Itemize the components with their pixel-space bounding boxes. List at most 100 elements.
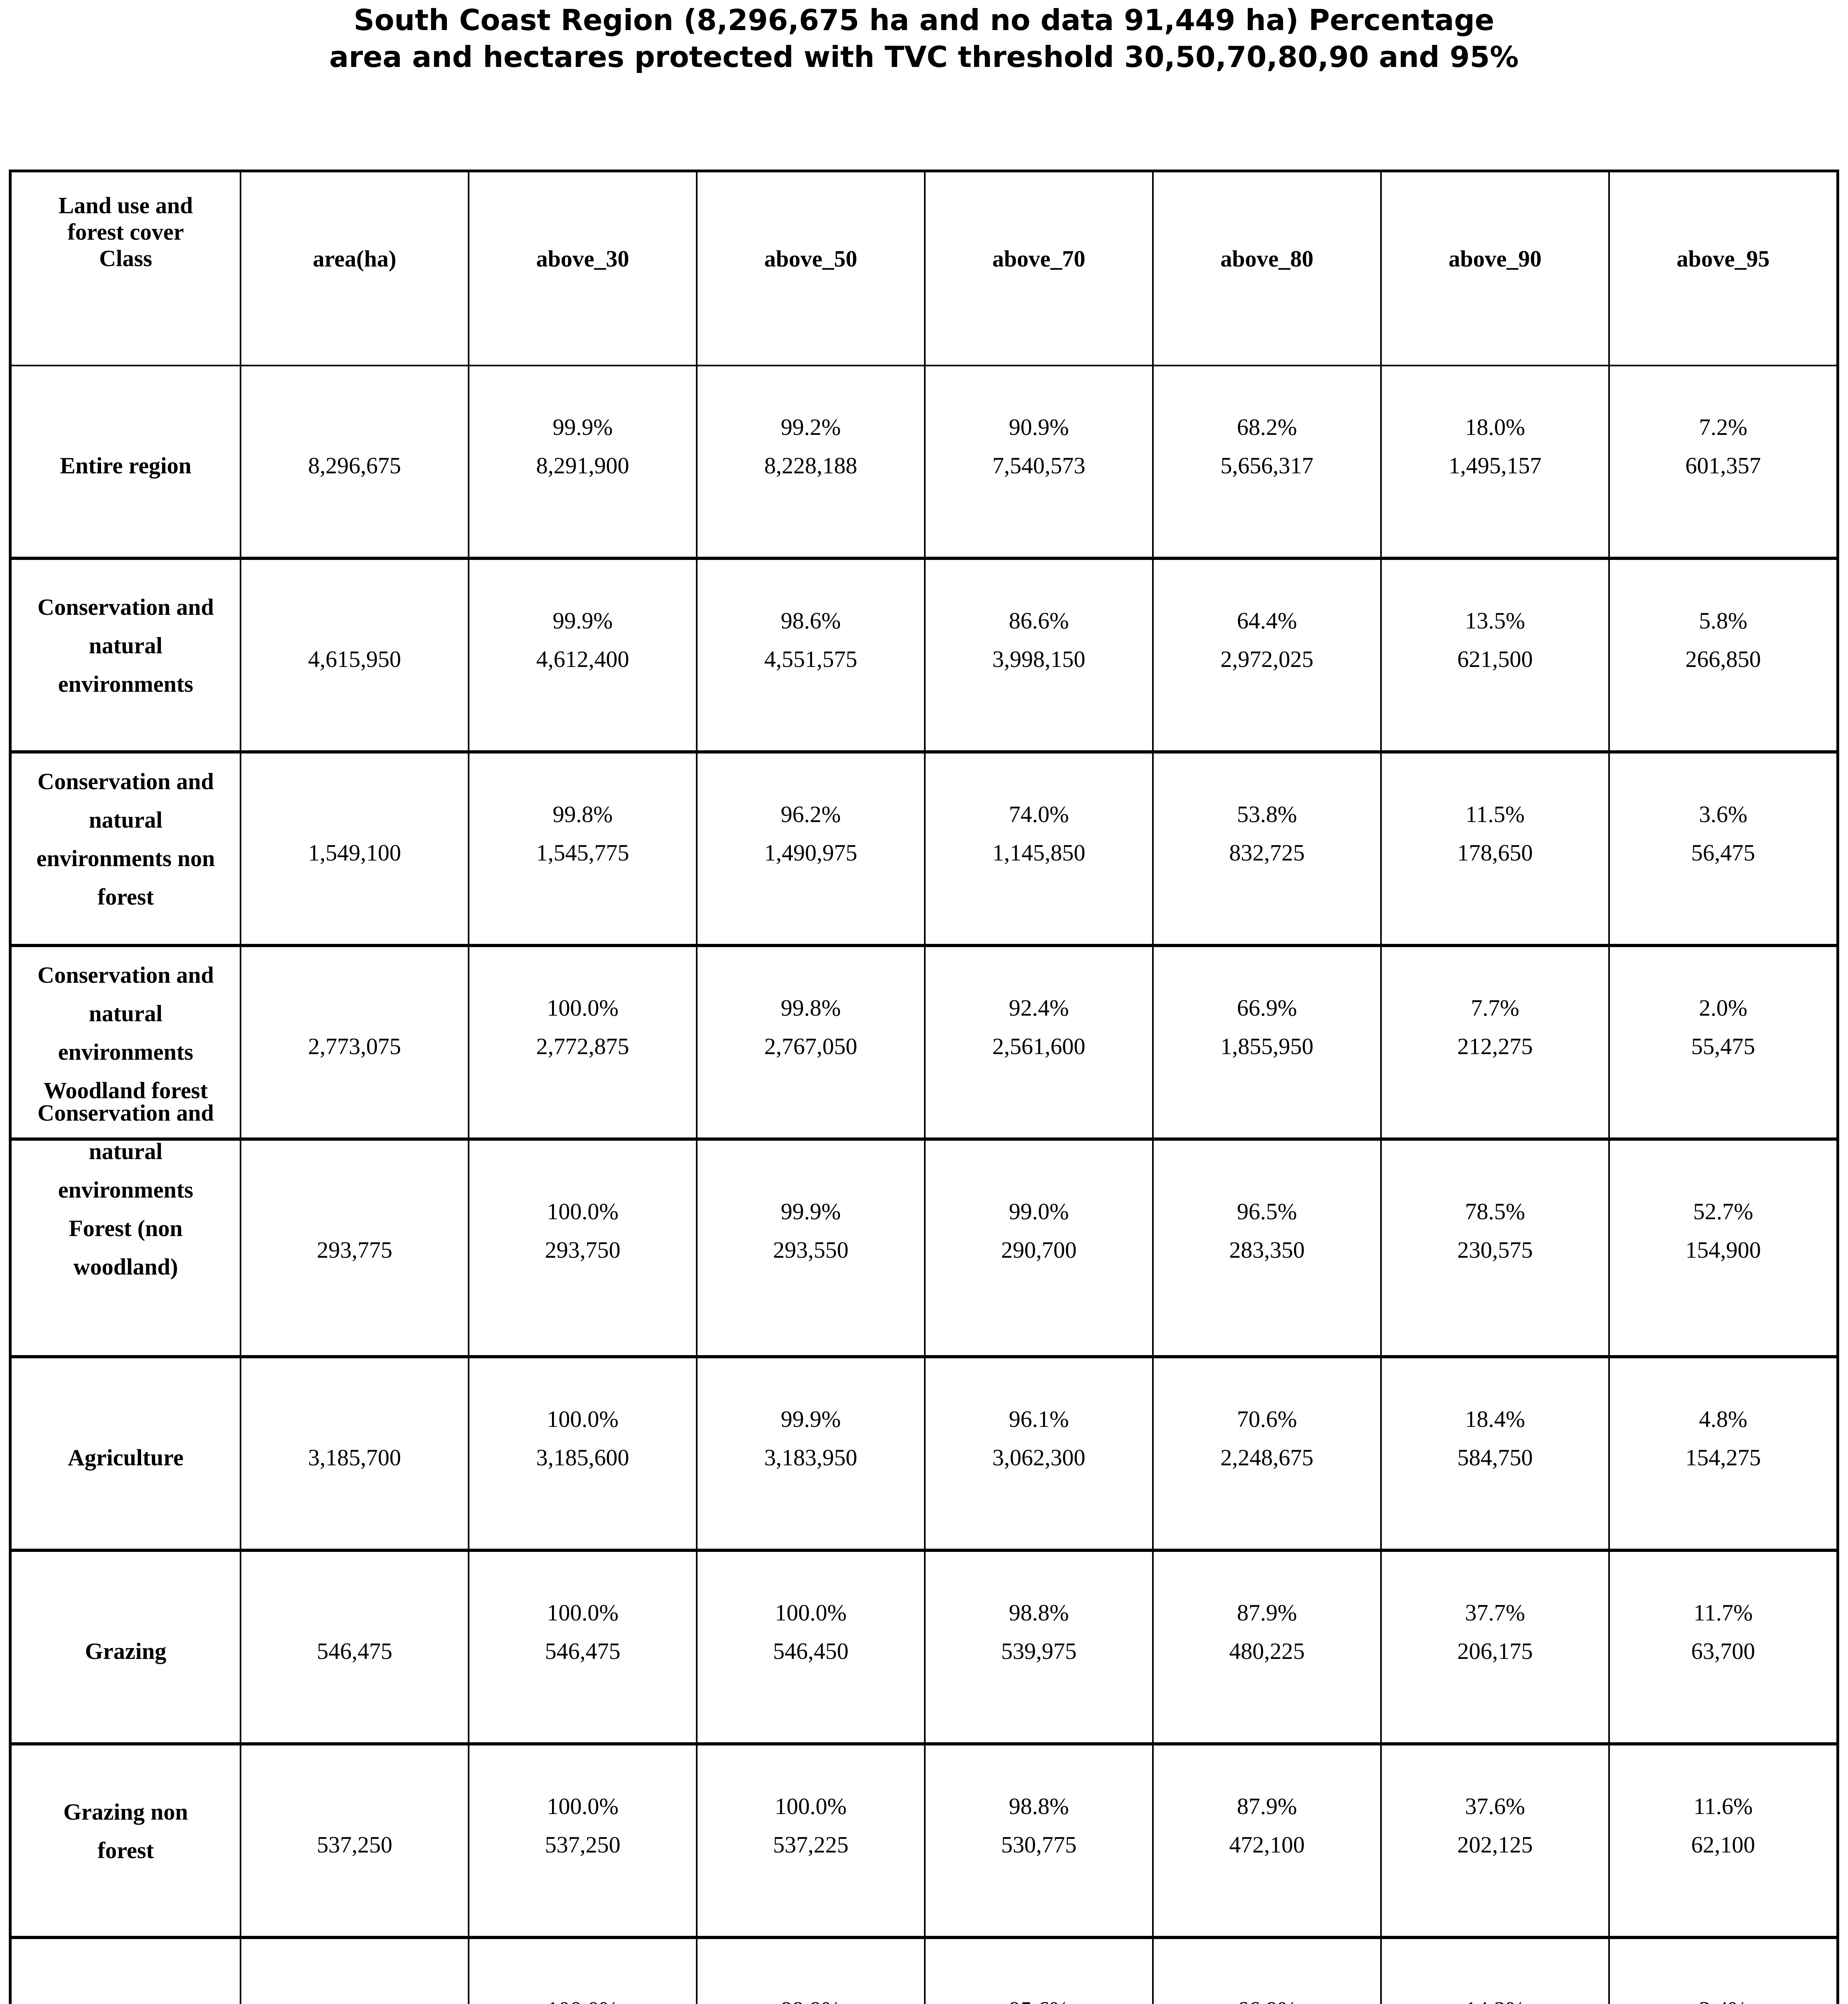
row-label: Conservation and natural environments Fo… xyxy=(37,1100,214,1280)
hectares-value: 4,612,400 xyxy=(536,646,629,672)
hectares-value: 56,475 xyxy=(1691,839,1755,866)
pct-value-block: 3.6% 56,475 xyxy=(1610,795,1836,872)
percent-value: 13.5% xyxy=(1465,607,1525,634)
threshold-cell: 99.8% 2,767,050 xyxy=(696,947,924,1137)
hectares-value: 4,551,575 xyxy=(764,646,857,672)
pct-value-block: 11.5% 178,650 xyxy=(1382,795,1608,872)
pct-value-block: 74.0% 1,145,850 xyxy=(926,795,1152,872)
pct-value-block: 100.0% 537,225 xyxy=(698,1787,924,1864)
table-row-1: Entire region 8,296,675 99.9% 8,291,900 99.2… xyxy=(12,366,1836,557)
pct-value-block: 14.2%374,200 xyxy=(1382,1991,1608,2004)
hectares-value: 2,972,025 xyxy=(1220,646,1314,672)
pct-value-block: 7.7% 212,275 xyxy=(1382,989,1608,1066)
threshold-cell: 100.0% 546,475 xyxy=(468,1552,696,1742)
row-label: Grazing xyxy=(85,1638,166,1664)
percent-value: 4.8% xyxy=(1699,1406,1747,1432)
threshold-cell: 99.9%2,627,125 xyxy=(696,1939,924,2004)
percent-value: 99.8% xyxy=(552,801,613,827)
title-line-1: South Coast Region (8,296,675 ha and no … xyxy=(354,3,1494,37)
percent-value: 100.0% xyxy=(547,1198,619,1224)
area-cell: 2,773,075 xyxy=(240,947,468,1137)
hectares-value: 530,775 xyxy=(1001,1831,1077,1858)
threshold-cell: 7.2% 601,357 xyxy=(1608,366,1836,557)
percent-value: 100.0% xyxy=(547,1406,619,1432)
row-label: Grazing non forest xyxy=(63,1798,188,1863)
area-value: 546,475 xyxy=(317,1638,392,1664)
table-row-3: Conservation and natural environments no… xyxy=(12,750,1836,944)
pct-value-block: 37.7% 206,175 xyxy=(1382,1594,1608,1671)
pct-value-block: 7.2% 601,357 xyxy=(1610,408,1836,485)
pct-value-block: 2.0% 55,475 xyxy=(1610,989,1836,1066)
pct-value-block: 98.6% 4,551,575 xyxy=(698,602,924,679)
threshold-cell: 52.7% 154,900 xyxy=(1608,1141,1836,1355)
pct-value-block: 100.0% 546,475 xyxy=(469,1594,696,1671)
percent-value: 37.7% xyxy=(1465,1599,1525,1626)
pct-value-block: 4.8% 154,275 xyxy=(1610,1400,1836,1477)
percent-value: 14.2% xyxy=(1382,1991,1608,2004)
hectares-value: 539,975 xyxy=(1001,1638,1077,1664)
pct-value-block: 86.6% 3,998,150 xyxy=(926,602,1152,679)
pct-value-block: 96.2% 1,490,975 xyxy=(698,795,924,872)
hectares-value: 3,185,600 xyxy=(536,1444,629,1471)
hectares-value: 206,175 xyxy=(1457,1638,1533,1664)
threshold-cell: 18.0% 1,495,157 xyxy=(1380,366,1608,557)
hectares-value: 3,062,300 xyxy=(992,1444,1086,1471)
threshold-cell: 90.9% 7,540,573 xyxy=(924,366,1152,557)
pct-value-block: 87.9% 472,100 xyxy=(1154,1787,1380,1864)
pct-value-block: 70.6% 2,248,675 xyxy=(1154,1400,1380,1477)
pct-value-block: 98.8% 530,775 xyxy=(926,1787,1152,1864)
pct-value-block: 99.9% 8,291,900 xyxy=(469,408,696,485)
header-label: area(ha) xyxy=(313,246,396,272)
percent-value: 7.2% xyxy=(1699,414,1747,440)
hectares-value: 546,475 xyxy=(545,1638,621,1664)
row-label-cell: Conservation and natural environments no… xyxy=(12,754,240,944)
row-label: Conservation and natural environments no… xyxy=(36,768,215,910)
pct-value-block: 92.4% 2,561,600 xyxy=(926,989,1152,1066)
percent-value: 96.5% xyxy=(1237,1198,1297,1224)
hectares-value: 230,575 xyxy=(1457,1236,1533,1263)
pct-value-block: 100.0%2,628,750 xyxy=(469,1991,696,2004)
table-row-6: Agriculture 3,185,700 100.0% 3,185,600 99.9%… xyxy=(12,1355,1836,1549)
table-row-7: Grazing 546,475 100.0% 546,475 100.0% 546,450… xyxy=(12,1549,1836,1742)
header-label: above_30 xyxy=(536,246,629,272)
pct-value-block: 66.9%1,758,950 xyxy=(1154,1991,1380,2004)
hectares-value: 2,248,675 xyxy=(1220,1444,1314,1471)
percent-value: 100.0% xyxy=(547,994,619,1021)
hectares-value: 202,125 xyxy=(1457,1831,1533,1858)
threshold-cell: 96.5% 283,350 xyxy=(1152,1141,1380,1355)
percent-value: 98.8% xyxy=(1009,1599,1069,1626)
percent-value: 90.9% xyxy=(1009,414,1069,440)
header-cell-above-95: above_95 xyxy=(1608,172,1836,365)
pct-value-block: 90.9% 7,540,573 xyxy=(926,408,1152,485)
percent-value: 99.9% xyxy=(780,1406,841,1432)
hectares-value: 5,656,317 xyxy=(1220,452,1314,479)
percent-value: 78.5% xyxy=(1465,1198,1525,1224)
hectares-value: 621,500 xyxy=(1457,646,1533,672)
hectares-value: 1,855,950 xyxy=(1220,1033,1314,1059)
percent-value: 2.0% xyxy=(1699,994,1747,1021)
threshold-cell: 13.5% 621,500 xyxy=(1380,560,1608,750)
header-cell-above-70: above_70 xyxy=(924,172,1152,365)
hectares-value: 7,540,573 xyxy=(992,452,1086,479)
hectares-value: 2,767,050 xyxy=(764,1033,857,1059)
pct-value-block: 99.9% 3,183,950 xyxy=(698,1400,924,1477)
pct-value-block: 100.0% 537,250 xyxy=(469,1787,696,1864)
pct-value-block: 100.0% 2,772,875 xyxy=(469,989,696,1066)
hectares-value: 290,700 xyxy=(1001,1236,1077,1263)
pct-value-block: 96.1% 3,062,300 xyxy=(926,1400,1152,1477)
pct-value-block: 68.2% 5,656,317 xyxy=(1154,408,1380,485)
threshold-cell: 3.4%88,775 xyxy=(1608,1939,1836,2004)
threshold-cell: 99.2% 8,228,188 xyxy=(696,366,924,557)
threshold-cell: 87.9% 472,100 xyxy=(1152,1745,1380,1936)
table-row-5: Conservation and natural environments Fo… xyxy=(12,1100,1836,1355)
percent-value: 3.4% xyxy=(1610,1991,1836,2004)
hectares-value: 283,350 xyxy=(1229,1236,1305,1263)
threshold-cell: 99.0% 290,700 xyxy=(924,1141,1152,1355)
header-cell-above-30: above_30 xyxy=(468,172,696,365)
threshold-cell: 68.2% 5,656,317 xyxy=(1152,366,1380,557)
hectares-value: 480,225 xyxy=(1229,1638,1305,1664)
threshold-cell: 96.1% 3,062,300 xyxy=(924,1358,1152,1549)
header-label: above_70 xyxy=(992,246,1086,272)
percent-value: 99.9% xyxy=(552,414,613,440)
threshold-cell: 2.0% 55,475 xyxy=(1608,947,1836,1137)
